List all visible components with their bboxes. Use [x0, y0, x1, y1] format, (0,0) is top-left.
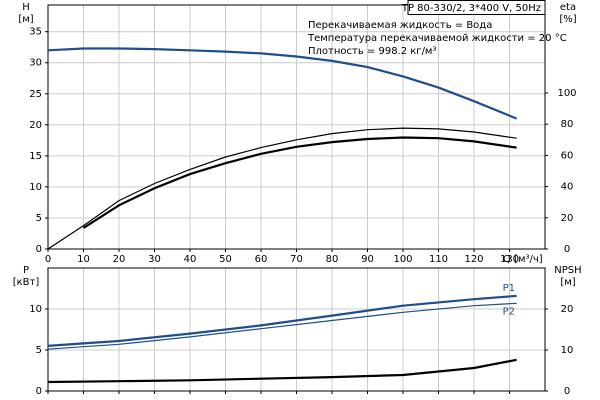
curve — [47, 302, 517, 350]
x-label: Q [м³/ч] — [503, 254, 543, 265]
curve — [47, 358, 517, 384]
y2-label: NPSH — [554, 265, 581, 276]
y2-tick-label: 20 — [561, 213, 574, 224]
curve — [47, 127, 517, 250]
x-tick-label: 50 — [219, 254, 232, 265]
curve — [47, 294, 517, 347]
y-tick-label: 30 — [29, 58, 42, 69]
y-tick-label: 10 — [29, 304, 42, 315]
y-tick-label: 5 — [36, 213, 42, 224]
y-unit: [м] — [18, 14, 33, 25]
note: Температура перекачиваемой жидкости = 20… — [307, 33, 567, 44]
y2-tick-label: 0 — [564, 386, 570, 397]
y-unit: [кВт] — [13, 277, 40, 288]
y-tick-label: 35 — [29, 27, 42, 38]
note: Плотность = 998.2 кг/м³ — [308, 46, 437, 57]
y2-tick-label: 20 — [561, 304, 574, 315]
curve — [47, 47, 518, 120]
chart-title: TP 80-330/2, 3*400 V, 50Hz — [401, 3, 541, 14]
x-tick-label: 40 — [184, 254, 197, 265]
plot-frame — [47, 4, 546, 250]
y2-unit: [м] — [560, 277, 575, 288]
y2-tick-label: 40 — [561, 182, 574, 193]
x-tick-label: 30 — [148, 254, 161, 265]
y2-unit: [%] — [559, 14, 576, 25]
x-tick-label: 110 — [429, 254, 448, 265]
y-tick-label: 25 — [29, 89, 42, 100]
x-tick-label: 100 — [393, 254, 412, 265]
x-tick-label: 0 — [45, 254, 51, 265]
y-tick-label: 10 — [29, 182, 42, 193]
curve — [82, 136, 517, 229]
x-tick-label: 90 — [361, 254, 374, 265]
y-label: P — [23, 265, 29, 276]
x-tick-label: 60 — [255, 254, 268, 265]
y2-tick-label: 10 — [561, 345, 574, 356]
y-tick-label: 5 — [36, 345, 42, 356]
title-box — [407, 0, 546, 15]
plot-frame — [47, 267, 546, 392]
y-tick-label: 0 — [36, 386, 42, 397]
y-tick-label: 20 — [29, 120, 42, 131]
y2-tick-label: 100 — [557, 88, 576, 99]
series-label: P1 — [503, 283, 515, 294]
y-tick-label: 0 — [36, 244, 42, 255]
x-tick-label: 120 — [464, 254, 483, 265]
x-tick-label: 80 — [326, 254, 339, 265]
y-tick-label: 15 — [29, 151, 42, 162]
y2-tick-label: 80 — [561, 119, 574, 130]
x-tick-label: 10 — [77, 254, 90, 265]
y2-tick-label: 0 — [564, 244, 570, 255]
y2-label: eta — [560, 2, 576, 13]
x-tick-label: 130 — [500, 254, 519, 265]
x-tick-label: 20 — [113, 254, 126, 265]
series-label: P2 — [503, 306, 515, 317]
x-tick-label: 70 — [290, 254, 303, 265]
note: Перекачиваемая жидкость = Вода — [308, 20, 492, 31]
y2-tick-label: 60 — [561, 150, 574, 161]
y-label: H — [22, 2, 30, 13]
